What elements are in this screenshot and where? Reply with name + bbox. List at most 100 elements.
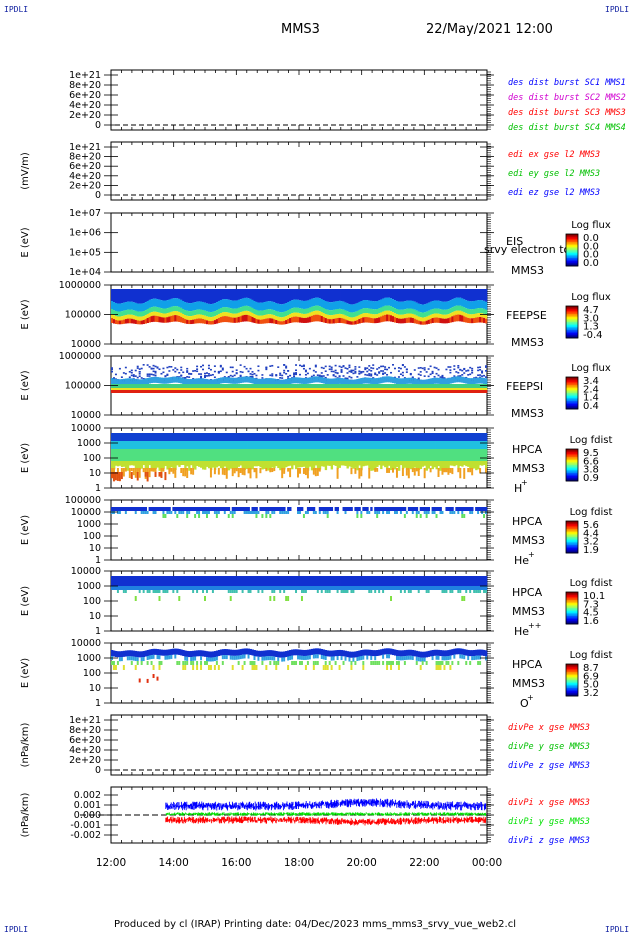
colorbar-cell [566,402,578,405]
colorbar-cell [566,540,578,543]
colorbar-cell [566,461,578,464]
colorbar-cell [566,468,578,471]
colorbar-cell [566,457,578,459]
y-tick-label: 10000 [71,339,101,350]
legend-divpi-x-gse-mms3: divPi x gse MMS3 [508,798,590,808]
colorbar-title: Log fdist [570,435,613,446]
colorbar-cell [566,525,578,528]
y-tick-label: 1 [95,698,101,709]
y-tick-label: 8e+20 [69,80,101,91]
y-tick-label: 10000 [71,507,101,518]
y-tick-label: 10000 [71,638,101,649]
colorbar-cell [566,309,578,312]
y-tick-label: -0.002 [70,830,101,841]
y-tick-label: 4e+20 [69,745,101,756]
colorbar-tick-label: 0.4 [583,401,599,412]
colorbar-cell [566,600,578,602]
x-tick-label: 00:00 [472,857,502,869]
species-label: He [514,554,529,567]
spectrogram [111,364,488,393]
colorbar-cell [566,673,578,676]
instrument-name: HPCA [512,586,543,599]
colorbar-cell [566,603,578,606]
colorbar-cell [566,532,578,535]
instrument-name: FEEPSE [506,309,547,322]
colorbar-cell [566,378,578,381]
colorbar-tick-label: 2.4 [583,384,599,395]
colorbar-cell [566,680,578,682]
colorbar-cell [566,535,578,538]
instrument-name: FEEPSI [506,380,543,393]
colorbar-cell [566,622,578,625]
y-tick-label: 1 [95,483,101,494]
colorbar-tick-label: 6.9 [583,671,599,682]
colorbar-cell [566,620,578,623]
datetime-title: 22/May/2021 12:00 [426,22,553,37]
y-axis-label: E (eV) [20,443,31,473]
y-tick-label: 1e+21 [69,142,101,153]
colorbar-cell [566,235,578,238]
colorbar-tick-label: 1.3 [583,322,599,333]
colorbar-tick-label: 4.7 [583,305,599,316]
colorbar-cell [566,529,578,531]
spectrogram [111,576,488,601]
x-tick-label: 18:00 [284,857,314,869]
legend-des-dist-burst-sc2-mms2: des dist burst SC2 MMS2 [508,93,626,103]
colorbar-cell [566,614,578,617]
y-tick-label: 1000 [77,438,101,449]
colorbar-cell [566,686,578,689]
y-tick-label: 1e+21 [69,70,101,81]
colorbar-cell [566,469,578,472]
colorbar-cell [566,240,578,243]
colorbar-tick-label: 0.0 [583,241,599,252]
colorbar-cell [566,665,578,668]
colorbar-cell [566,261,578,264]
colorbar-cell [566,385,578,387]
species-label: O [520,697,529,710]
colorbar-cell [566,664,578,666]
logo-bottom-right: IPDLI [605,925,630,934]
colorbar-cell [566,551,578,554]
instrument-name: HPCA [512,658,543,671]
y-tick-label: 10000 [71,410,101,421]
y-tick-label: 6e+20 [69,90,101,101]
colorbar-cell [566,251,578,254]
colorbar-cell [566,460,578,463]
y-tick-label: 1e+05 [69,247,101,258]
colorbar-cell [566,473,578,475]
instrument-spacecraft: MMS3 [512,534,545,547]
x-tick-label: 22:00 [409,857,439,869]
colorbar-cell [566,315,578,318]
colorbar-cell [566,242,578,244]
colorbar-cell [566,611,578,614]
colorbar-cell [566,455,578,458]
colorbar-cell [566,530,578,533]
colorbar-cell [566,672,578,674]
y-tick-label: 1000 [77,519,101,530]
colorbar-tick-label: 10.1 [583,591,605,602]
y-tick-label: 1 [95,555,101,566]
y-tick-label: 0 [95,765,101,776]
colorbar-cell [566,248,578,251]
colorbar-cell [566,465,578,467]
colorbar-cell [566,258,578,260]
colorbar-cell [566,245,578,248]
colorbar-cell [566,389,578,392]
footer-credit: Produced by cl (IRAP) Printing date: 04/… [114,919,516,930]
y-tick-label: 0 [95,190,101,201]
colorbar-cell [566,254,578,257]
colorbar-cell [566,377,578,379]
colorbar-cell [566,592,578,594]
y-tick-label: 10 [89,543,101,554]
y-axis-label: E (eV) [20,370,31,400]
colorbar-title: Log fdist [570,650,613,661]
colorbar-cell [566,593,578,596]
colorbar-tick-label: 8.7 [583,663,599,674]
y-tick-label: 4e+20 [69,100,101,111]
colorbar-tick-label: 0.0 [583,258,599,269]
instrument-spacecraft: MMS3 [512,605,545,618]
colorbar-cell [566,318,578,321]
species-charge: ++ [528,621,541,630]
